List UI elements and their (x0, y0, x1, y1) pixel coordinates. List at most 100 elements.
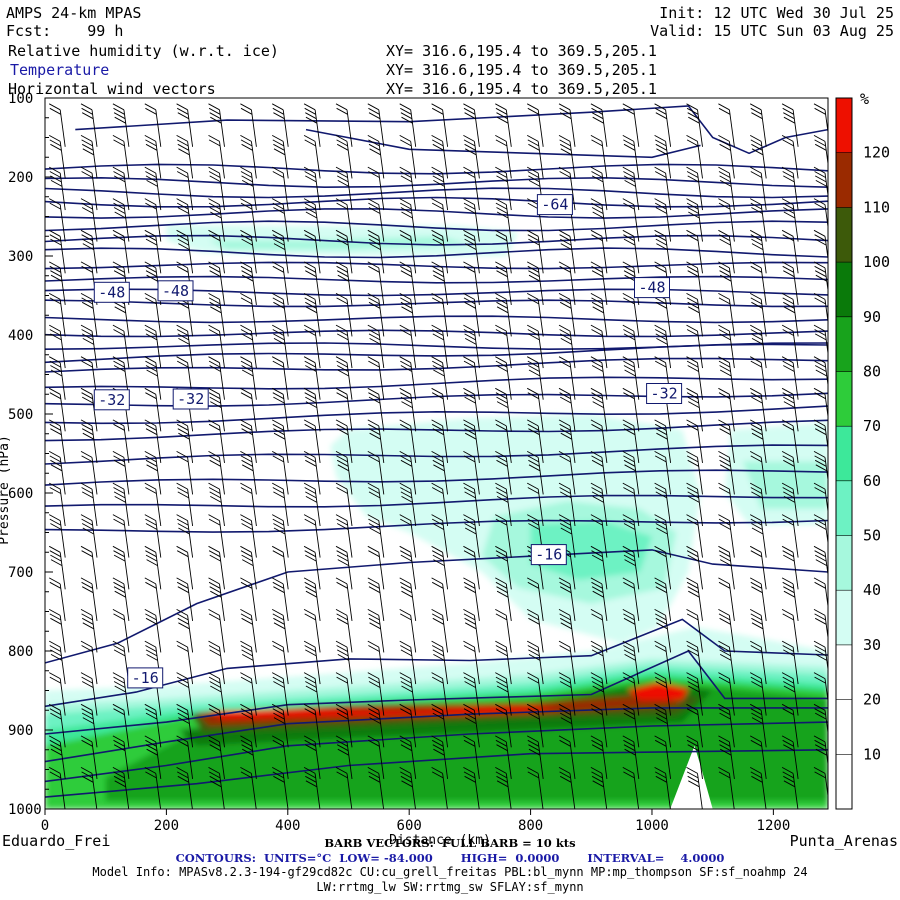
wind-barb-flag (177, 617, 190, 625)
wind-barb-flag (654, 423, 667, 431)
wind-barb-flag (241, 459, 253, 467)
wind-barb (537, 141, 544, 179)
wind-barb (697, 299, 703, 337)
wind-barb-flag (177, 681, 190, 688)
wind-barb-flag (495, 265, 508, 273)
colorbar-swatch (836, 98, 852, 153)
wind-barb-flag (782, 265, 794, 273)
wind-barb-flag (114, 211, 126, 219)
wind-barb (569, 710, 576, 748)
wind-barb (792, 773, 799, 809)
wind-barb-flag (209, 775, 221, 783)
wind-barb-flag (80, 166, 93, 174)
wind-barb-flag (400, 550, 412, 558)
wind-barb-flag (400, 744, 413, 752)
wind-barb-flag (273, 717, 286, 724)
wind-barb-flag (749, 293, 762, 300)
wind-barb-flag (623, 360, 635, 368)
wind-barb-flag (781, 261, 794, 269)
isotherm-14 (45, 342, 828, 351)
wind-barb (282, 741, 289, 779)
wind-barb-flag (305, 744, 317, 752)
wind-barb-flag (751, 527, 764, 535)
wind-barb-flag (271, 545, 284, 553)
wind-barb-flag (496, 175, 508, 183)
wind-barb (697, 457, 703, 495)
wind-barb-flag (208, 482, 220, 490)
wind-barb (505, 109, 512, 147)
wind-barb-flag (527, 613, 540, 621)
wind-barb-flag (400, 455, 412, 463)
colorbar-swatch (836, 535, 852, 591)
wind-barb (91, 489, 98, 527)
wind-barb (442, 173, 449, 211)
wind-barb-flag (782, 171, 794, 178)
wind-barb-flag (176, 171, 189, 178)
wind-barb-flag (687, 270, 699, 278)
wind-barb (537, 710, 544, 748)
wind-barb-flag (718, 487, 731, 494)
wind-barb-flag (368, 681, 381, 688)
wind-barb-flag (335, 198, 348, 205)
wind-barb-flag (559, 171, 571, 178)
wind-barb-flag (176, 329, 189, 336)
wind-barb (442, 552, 449, 590)
wind-barb (665, 583, 672, 621)
wind-barb-flag (495, 234, 508, 242)
wind-barb-flag (271, 609, 284, 616)
wind-barb-flag (560, 243, 573, 250)
wind-barb-flag (145, 333, 158, 341)
wind-barb-flag (336, 428, 349, 436)
wind-barb-flag (49, 613, 62, 621)
wind-barb-flag (50, 180, 63, 187)
wind-barb-flag (368, 107, 380, 115)
wind-barb (314, 489, 321, 527)
wind-barb (187, 615, 194, 653)
wind-barb-flag (433, 274, 445, 282)
wind-barb-flag (686, 514, 698, 521)
wind-barb (792, 204, 799, 242)
wind-barb-flag (718, 356, 730, 364)
wind-barb-flag (749, 640, 762, 648)
wind-barb-flag (527, 297, 540, 305)
wind-barb-flag (240, 739, 253, 747)
wind-barb-flag (431, 171, 444, 178)
wind-barb (155, 425, 162, 463)
wind-barb-flag (431, 387, 443, 395)
wind-barb (187, 236, 194, 274)
wind-barb (537, 109, 544, 147)
wind-barb-flag (304, 329, 316, 336)
wind-barb-flag (49, 139, 62, 147)
wind-barb-flag (112, 419, 125, 427)
isotherm-15 (45, 343, 828, 364)
wind-barb-flag (751, 586, 763, 594)
wind-barb-flag (558, 577, 571, 585)
wind-barb-flag (272, 234, 285, 242)
wind-barb-flag (624, 274, 636, 282)
wind-barb (569, 267, 576, 305)
wind-barb-flag (433, 748, 445, 756)
wind-barb-flag (814, 202, 826, 210)
wind-barb-flag (145, 392, 157, 400)
wind-barb-flag (814, 712, 827, 720)
wind-barb-flag (305, 306, 318, 314)
wind-barb-flag (719, 654, 732, 661)
wind-barb-flag (496, 681, 508, 688)
wind-barb-flag (146, 369, 158, 377)
wind-barb-flag (591, 301, 604, 309)
wind-barb-flag (399, 609, 411, 616)
wind-barb-flag (48, 229, 61, 237)
wind-barb-flag (368, 739, 380, 747)
wind-barb-flag (654, 609, 666, 616)
wind-barb-flag (144, 356, 157, 364)
wind-barb-flag (590, 767, 603, 774)
wind-barb-flag (81, 139, 93, 147)
wind-barb-flag (750, 329, 763, 336)
wind-barb-flag (814, 297, 826, 305)
wind-barb-flag (463, 198, 475, 205)
wind-barb-flag (751, 338, 764, 345)
wind-barb-flag (591, 207, 604, 214)
wind-barb-flag (495, 735, 507, 743)
wind-barb-flag (49, 771, 62, 779)
wind-barb-flag (719, 428, 731, 436)
